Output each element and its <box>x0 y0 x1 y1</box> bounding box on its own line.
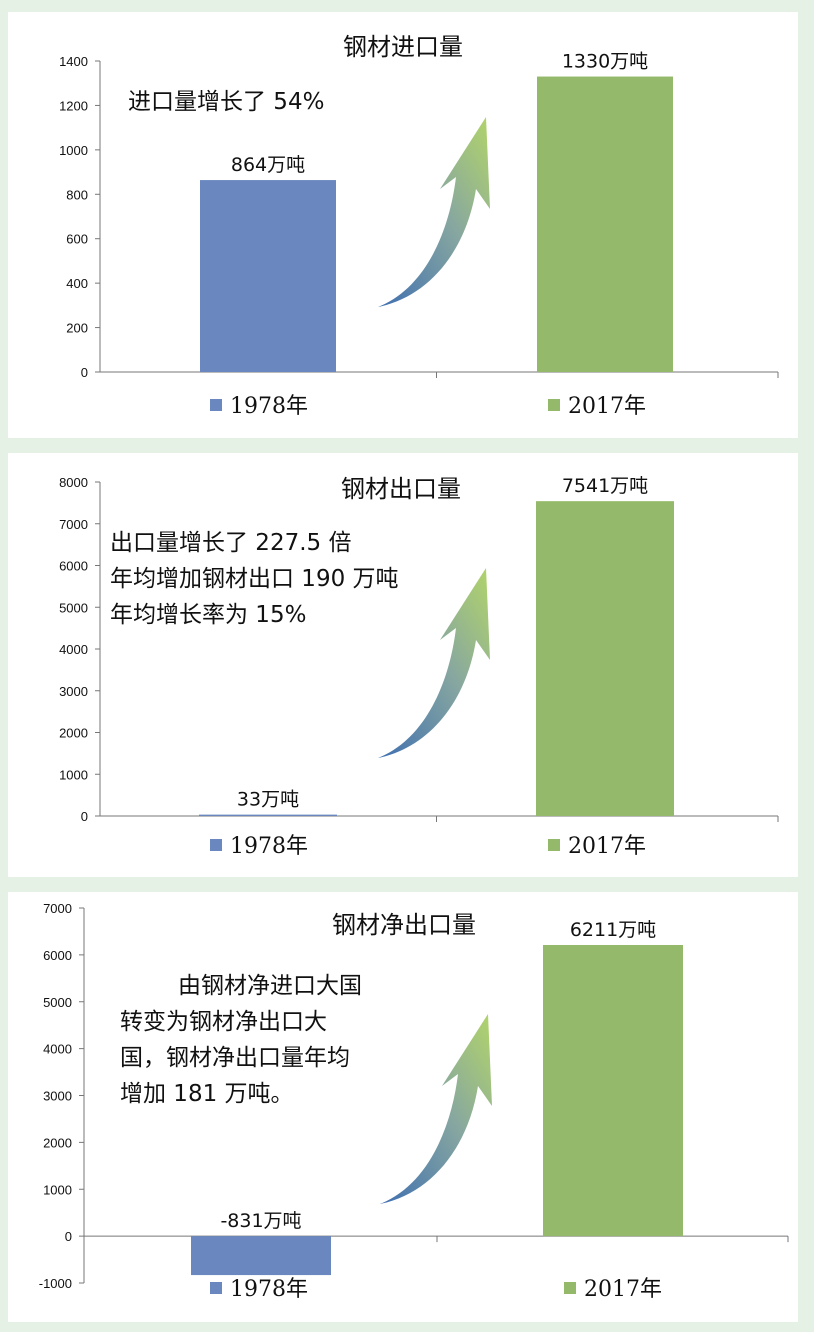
y-tick-label: 6000 <box>43 948 72 963</box>
bar-2017 <box>543 944 683 1237</box>
data-label: 33万吨 <box>237 789 299 811</box>
y-tick-label: 5000 <box>59 600 88 615</box>
annotation-line: 进口量增长了 54% <box>128 89 324 115</box>
y-tick-label: 5000 <box>43 995 72 1010</box>
bar-1978 <box>199 814 337 816</box>
bar-1978 <box>191 1236 331 1276</box>
y-tick-label: 600 <box>66 232 88 247</box>
legend-label: 1978年 <box>230 394 308 419</box>
y-tick-label: 1000 <box>59 143 88 158</box>
y-tick-label: 7000 <box>59 517 88 532</box>
y-tick-label: 3000 <box>43 1089 72 1104</box>
legend-swatch <box>548 399 560 411</box>
chart-panel-export: 0 1000 2000 3000 4000 5000 6000 7000 8000 33万吨 754… <box>8 453 798 877</box>
y-tick-label: 1400 <box>59 54 88 69</box>
data-label: 864万吨 <box>231 154 305 176</box>
y-tick-label: 1000 <box>59 767 88 782</box>
y-tick-label: 0 <box>81 365 88 380</box>
legend-label: 1978年 <box>230 1277 308 1302</box>
chart-import: 0 200 400 600 800 1000 1200 1400 864万吨 1330万吨 钢材进口… <box>59 33 779 419</box>
legend-label: 2017年 <box>568 834 646 859</box>
chart-title: 钢材出口量 <box>341 475 461 503</box>
y-tick-label: 1200 <box>59 98 88 113</box>
chart-title: 钢材净出口量 <box>332 911 476 939</box>
data-label: 1330万吨 <box>562 51 648 73</box>
y-tick-label: 6000 <box>59 559 88 574</box>
legend-label: 2017年 <box>568 394 646 419</box>
annotation-line: 增加 181 万吨。 <box>120 1081 294 1107</box>
bar-2017 <box>536 501 674 816</box>
legend-label: 2017年 <box>584 1277 662 1302</box>
y-tick-label: 400 <box>66 276 88 291</box>
annotation-line: 转变为钢材净出口大 <box>120 1009 327 1035</box>
legend-swatch <box>210 839 222 851</box>
growth-arrow-icon <box>378 568 490 758</box>
legend-swatch <box>210 399 222 411</box>
chart-panel-import: 0 200 400 600 800 1000 1200 1400 864万吨 1330万吨 钢材进口… <box>8 12 798 438</box>
y-tick-label: 2000 <box>59 726 88 741</box>
annotation-line: 由钢材净进口大国 <box>178 973 362 999</box>
annotation-line: 年均增长率为 15% <box>110 602 306 628</box>
legend-swatch <box>210 1282 222 1294</box>
y-tick-label: 2000 <box>43 1135 72 1150</box>
growth-arrow-icon <box>378 117 490 307</box>
growth-arrow-icon <box>380 1014 492 1204</box>
y-tick-label: 3000 <box>59 684 88 699</box>
y-tick-label: 4000 <box>59 642 88 657</box>
annotation-line: 出口量增长了 227.5 倍 <box>110 530 351 556</box>
annotation-line: 年均增加钢材出口 190 万吨 <box>110 566 399 592</box>
chart-title: 钢材进口量 <box>343 33 463 61</box>
y-tick-label: 4000 <box>43 1042 72 1057</box>
chart-export: 0 1000 2000 3000 4000 5000 6000 7000 8000 33万吨 754… <box>59 475 779 859</box>
chart-net-export: -1000 0 1000 2000 3000 4000 5000 6000 7000 -831万吨… <box>39 901 789 1302</box>
y-tick-label: 7000 <box>43 901 72 916</box>
legend-swatch <box>548 839 560 851</box>
y-tick-label: 0 <box>81 809 88 824</box>
legend-label: 1978年 <box>230 834 308 859</box>
y-tick-label: 1000 <box>43 1182 72 1197</box>
data-label: 7541万吨 <box>562 475 648 497</box>
y-tick-label: 800 <box>66 187 88 202</box>
y-tick-label: -1000 <box>39 1276 72 1291</box>
data-label: -831万吨 <box>220 1210 301 1232</box>
y-tick-label: 8000 <box>59 475 88 490</box>
bar-2017 <box>537 76 673 373</box>
annotation-line: 国，钢材净出口量年均 <box>120 1045 350 1071</box>
legend-swatch <box>564 1282 576 1294</box>
bar-1978 <box>200 180 336 372</box>
y-tick-label: 200 <box>66 321 88 336</box>
data-label: 6211万吨 <box>570 919 656 941</box>
y-tick-label: 0 <box>65 1229 72 1244</box>
chart-panel-net-export: -1000 0 1000 2000 3000 4000 5000 6000 7000 -831万吨… <box>8 892 798 1322</box>
